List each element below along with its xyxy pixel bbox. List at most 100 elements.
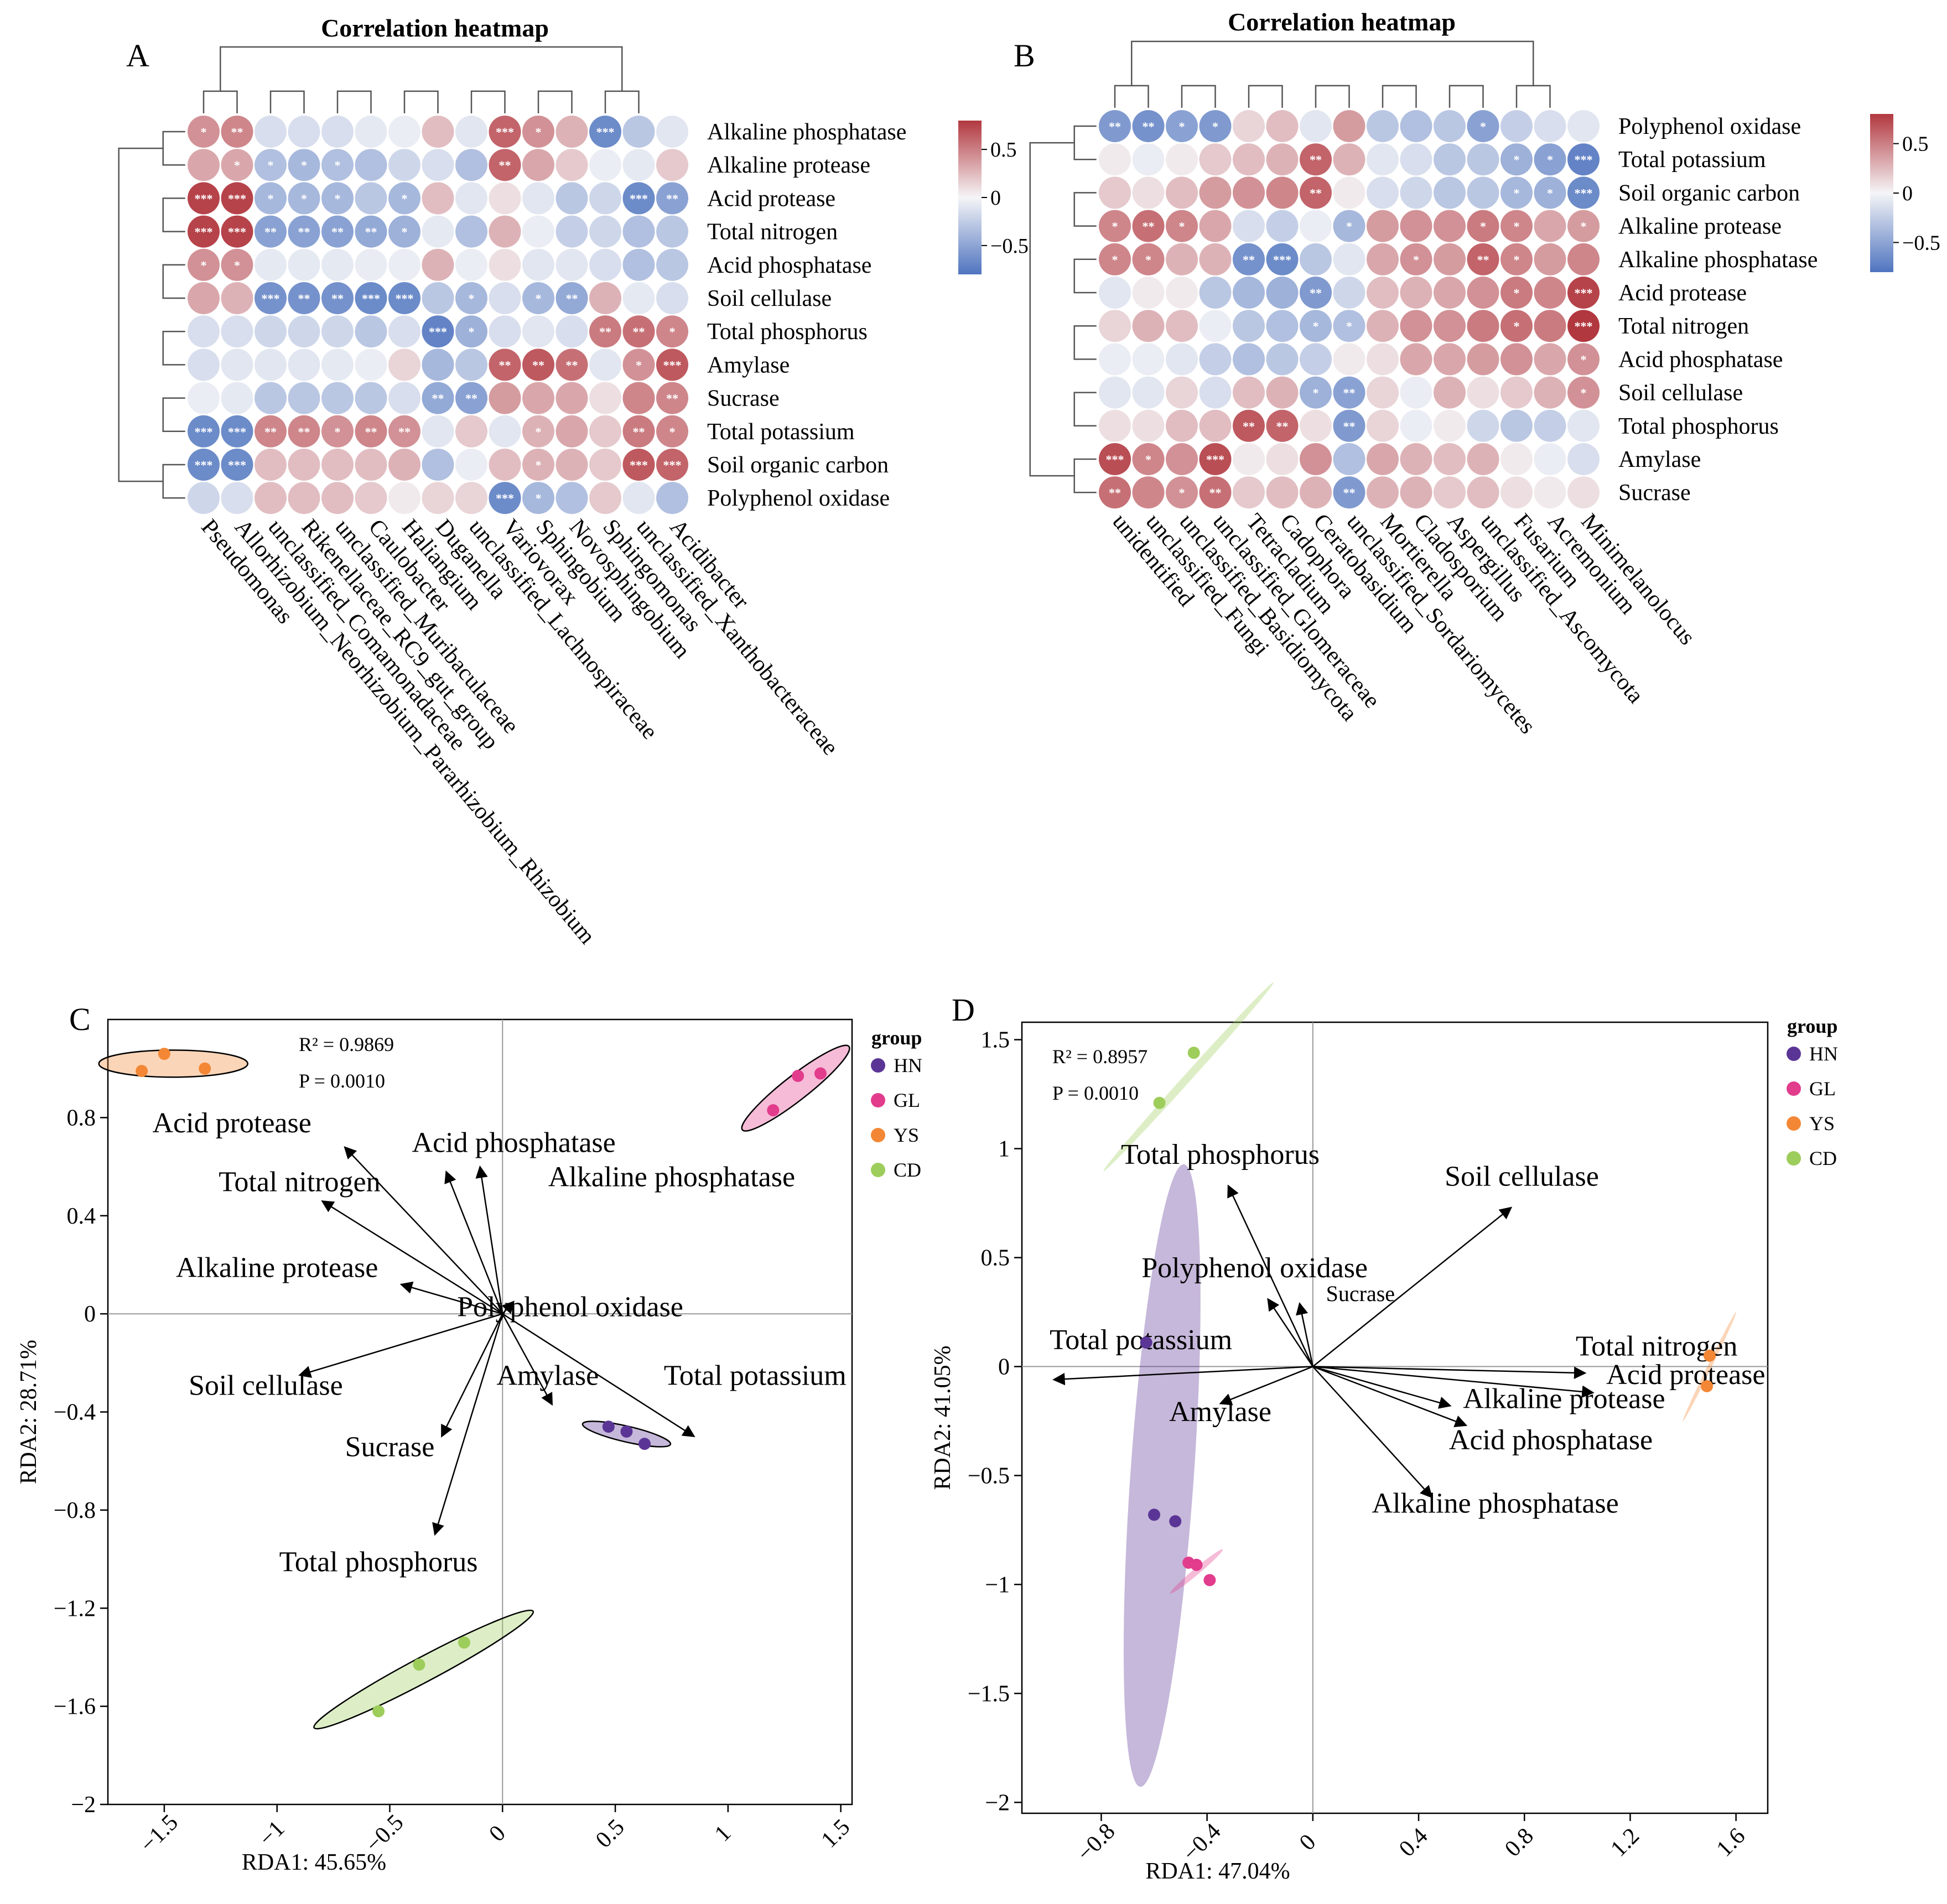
heatmap-cell xyxy=(1099,210,1131,242)
significance-mark: * xyxy=(1179,220,1185,233)
heatmap-cell xyxy=(622,248,655,281)
heatmap-cell xyxy=(1400,143,1432,176)
significance-mark: *** xyxy=(663,358,682,372)
sample-point-ys xyxy=(1703,1349,1716,1362)
significance-mark: * xyxy=(1313,386,1319,400)
column-dendrogram-branch xyxy=(604,90,640,113)
heatmap-cell xyxy=(1099,143,1131,176)
heatmap-cell xyxy=(489,315,521,348)
heatmap-cell xyxy=(422,449,454,481)
heatmap-cell xyxy=(455,215,487,248)
heatmap-cell xyxy=(1567,243,1600,275)
row-dendrogram-branch xyxy=(162,330,185,366)
env-vector-arrow xyxy=(1312,1366,1595,1398)
heatmap-cell xyxy=(455,449,487,481)
heatmap-cell xyxy=(1300,443,1332,475)
heatmap-cell xyxy=(388,149,420,181)
row-label: Amylase xyxy=(707,352,790,378)
heatmap-cell xyxy=(1333,443,1366,475)
legend-label: YS xyxy=(1809,1112,1835,1135)
heatmap-cell xyxy=(489,182,521,215)
heatmap-cell xyxy=(1567,376,1600,409)
heatmap-cell xyxy=(1501,210,1533,242)
heatmap-cell xyxy=(555,215,588,248)
heatmap-cell xyxy=(656,415,688,448)
heatmap-cell xyxy=(1266,143,1299,176)
heatmap-cell xyxy=(1567,409,1600,442)
heatmap-cell xyxy=(1367,143,1399,176)
heatmap-cell xyxy=(555,449,588,481)
significance-mark: * xyxy=(1145,253,1151,267)
heatmap-cell xyxy=(1099,376,1131,409)
heatmap-cell xyxy=(455,315,487,348)
sample-point-ys xyxy=(1701,1380,1714,1392)
heatmap-cell xyxy=(321,382,354,414)
heatmap-cell xyxy=(555,348,588,381)
legend-label: GL xyxy=(894,1089,920,1111)
heatmap-cell xyxy=(489,215,521,248)
env-vector-label: Alkaline phosphatase xyxy=(548,1162,795,1193)
heatmap-cell xyxy=(1367,243,1399,275)
row-label: Soil organic carbon xyxy=(1618,180,1800,206)
heatmap-cell xyxy=(1300,210,1332,242)
heatmap-cell xyxy=(1501,277,1533,309)
heatmap-cell xyxy=(555,182,588,215)
heatmap-title: Correlation heatmap xyxy=(321,14,549,42)
significance-mark: * xyxy=(1480,119,1486,133)
heatmap-cell xyxy=(1434,176,1466,209)
heatmap-cell xyxy=(656,282,688,314)
heatmap-cell xyxy=(1266,476,1299,509)
heatmap-cell xyxy=(455,116,487,148)
row-label: Alkaline phosphatase xyxy=(707,119,906,145)
significance-mark: * xyxy=(469,292,475,305)
heatmap-cell xyxy=(1400,476,1432,509)
env-vector-arrow xyxy=(399,1281,503,1315)
heatmap-cell xyxy=(1434,277,1466,309)
env-vector-arrow xyxy=(1312,1366,1433,1499)
env-vector-arrow xyxy=(1219,1366,1313,1406)
significance-mark: *** xyxy=(228,225,246,239)
significance-mark: * xyxy=(301,191,307,205)
heatmap-cell xyxy=(422,215,454,248)
heatmap-cell xyxy=(321,415,354,448)
heatmap-cell xyxy=(388,449,420,481)
heatmap-cell xyxy=(1434,476,1466,509)
y-tick-label: 0.5 xyxy=(981,1245,1010,1271)
significance-mark: *** xyxy=(195,191,213,205)
heatmap-cell xyxy=(355,348,387,381)
heatmap-cell xyxy=(321,116,354,148)
heatmap-cell xyxy=(455,482,487,514)
group-legend: group HN GL YS CD xyxy=(1787,1015,1838,1169)
heatmap-cell xyxy=(1166,376,1198,409)
heatmap-cell xyxy=(455,348,487,381)
heatmap-cell xyxy=(1467,277,1499,309)
heatmap-cell xyxy=(355,182,387,215)
significance-mark: * xyxy=(1346,319,1352,333)
heatmap-cell xyxy=(355,116,387,148)
significance-mark: ** xyxy=(532,358,544,372)
significance-mark: * xyxy=(1480,220,1486,233)
heatmap-cell xyxy=(221,248,253,281)
heatmap-cell xyxy=(288,482,320,514)
env-vector-label: Acid phosphatase xyxy=(1449,1424,1653,1456)
heatmap-cell xyxy=(221,382,253,414)
legend-swatch-gl xyxy=(1787,1081,1801,1096)
heatmap-cell xyxy=(1266,343,1299,376)
sample-point-hn xyxy=(1169,1515,1182,1528)
heatmap-cell xyxy=(1233,243,1265,275)
panel-label: B xyxy=(1014,38,1035,74)
heatmap-cell xyxy=(1333,343,1366,376)
significance-mark: * xyxy=(1547,153,1553,167)
env-vector-label: Amylase xyxy=(1169,1396,1271,1428)
heatmap-cell xyxy=(1534,176,1566,209)
y-tick-label: −2 xyxy=(71,1792,96,1818)
row-label: Soil cellulase xyxy=(1618,381,1743,406)
heatmap-cell xyxy=(288,282,320,314)
column-dendrogram-root xyxy=(1131,40,1534,86)
heatmap-cell xyxy=(1132,443,1165,475)
significance-mark: ** xyxy=(1243,253,1255,267)
significance-mark: * xyxy=(335,191,341,205)
heatmap-cell xyxy=(1132,210,1165,242)
heatmap-cell xyxy=(422,415,454,448)
